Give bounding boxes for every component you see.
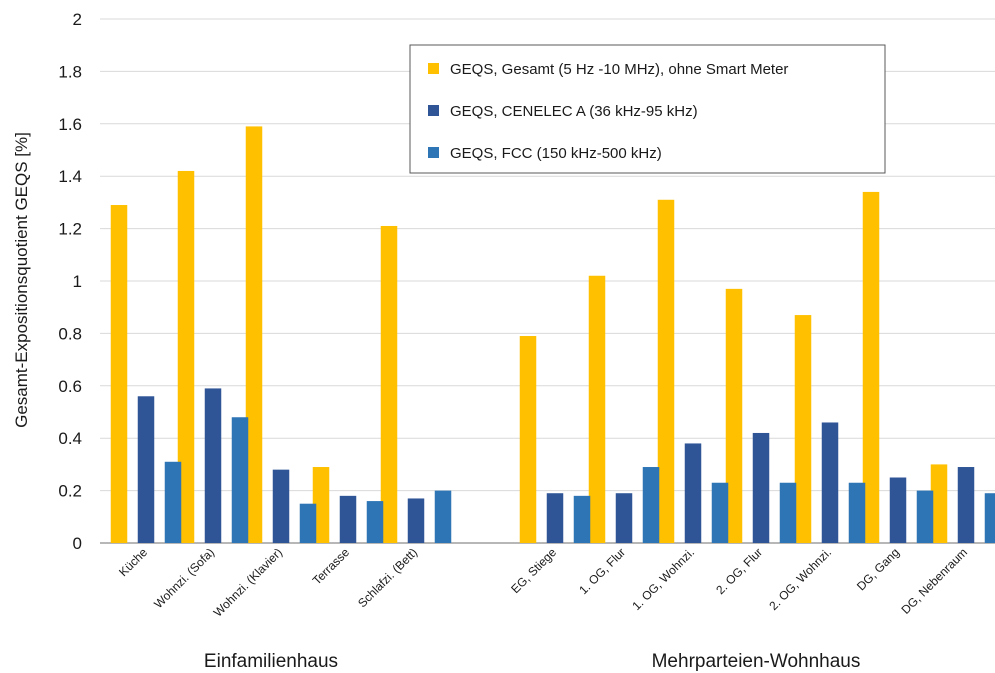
bar-series-1: [312, 467, 330, 543]
bar-series-2: [204, 388, 222, 543]
bar-series-3: [916, 490, 934, 543]
y-tick-label: 0.4: [58, 429, 82, 448]
legend: GEQS, Gesamt (5 Hz -10 MHz), ohne Smart …: [409, 44, 886, 174]
bar-series-1: [177, 170, 195, 543]
x-tick-label: EG, Stiege: [508, 545, 559, 596]
bar-series-1: [794, 315, 812, 543]
bar-series-1: [110, 205, 128, 543]
y-tick-label: 0.8: [58, 324, 82, 343]
y-tick-label: 1.2: [58, 220, 82, 239]
bar-series-1: [657, 199, 675, 543]
y-tick-label: 0: [73, 534, 82, 553]
bar-series-3: [299, 503, 317, 543]
group-labels: Einfamilienhaus Mehrparteien-Wohnhaus: [204, 651, 860, 672]
y-tick-label: 2: [73, 10, 82, 29]
y-tick-label: 1.8: [58, 62, 82, 81]
bar-series-3: [231, 417, 249, 543]
bars: [110, 126, 995, 544]
bar-series-3: [366, 501, 384, 543]
bar-series-1: [519, 336, 537, 543]
legend-label: GEQS, CENELEC A (36 kHz-95 kHz): [450, 103, 698, 120]
bar-series-2: [272, 469, 290, 543]
bar-series-3: [848, 482, 866, 543]
bar-series-2: [821, 422, 839, 543]
x-tick-label: Wohnzi. (Klavier): [211, 545, 285, 619]
y-tick-labels: 0 0.2 0.4 0.6 0.8 1 1.2 1.4 1.6 1.8 2: [58, 10, 82, 553]
bar-series-3: [642, 467, 660, 543]
x-tick-labels: Küche Wohnzi. (Sofa)Wohnzi. (Klavier) Terr…: [116, 545, 970, 620]
bar-series-2: [546, 493, 564, 543]
legend-swatch: [428, 105, 439, 116]
bar-series-3: [779, 482, 797, 543]
y-axis-label: Gesamt-Expositionsquotient GEQS [%]: [12, 132, 31, 428]
x-tick-label: Wohnzi. (Sofa): [151, 545, 217, 611]
x-tick-label: DG, Gang: [854, 545, 902, 593]
bar-series-1: [245, 126, 263, 544]
legend-swatch: [428, 147, 439, 158]
y-tick-label: 1.4: [58, 167, 82, 186]
bar-series-2: [752, 432, 770, 543]
y-tick-label: 1: [73, 272, 82, 291]
legend-label: GEQS, FCC (150 kHz-500 kHz): [450, 145, 662, 162]
bar-series-3: [434, 490, 452, 543]
bar-series-3: [573, 495, 591, 543]
bar-series-2: [339, 495, 357, 543]
bar-series-3: [984, 493, 995, 543]
bar-series-2: [407, 498, 425, 543]
bar-series-3: [711, 482, 729, 543]
y-tick-label: 0.6: [58, 377, 82, 396]
y-tick-label: 0.2: [58, 482, 82, 501]
bar-series-1: [930, 464, 948, 543]
legend-box: [409, 44, 886, 174]
group-label: Mehrparteien-Wohnhaus: [652, 651, 861, 672]
legend-label: GEQS, Gesamt (5 Hz -10 MHz), ohne Smart …: [450, 61, 788, 78]
x-tick-label: Küche: [116, 545, 150, 579]
x-tick-label: 1. OG, Wohnzi.: [629, 545, 697, 613]
x-tick-label: Terrasse: [310, 545, 353, 588]
bar-series-2: [615, 493, 633, 543]
x-tick-label: 1. OG, Flur: [576, 545, 628, 597]
bar-series-1: [588, 275, 606, 543]
bar-series-3: [164, 461, 182, 543]
y-tick-label: 1.6: [58, 115, 82, 134]
bar-series-1: [380, 225, 398, 544]
x-tick-label: DG, Nebenraum: [898, 545, 970, 617]
bar-series-1: [725, 288, 743, 543]
legend-swatch: [428, 63, 439, 74]
group-label: Einfamilienhaus: [204, 651, 338, 672]
x-tick-label: 2. OG, Wohnzi.: [766, 545, 834, 613]
bar-series-2: [957, 467, 975, 543]
x-tick-label: Schlafzi. (Bett): [355, 545, 420, 610]
bar-series-1: [862, 191, 880, 544]
bar-series-2: [684, 443, 702, 543]
x-tick-label: 2. OG, Flur: [713, 545, 765, 597]
bar-series-2: [889, 477, 907, 543]
bar-series-2: [137, 396, 155, 543]
